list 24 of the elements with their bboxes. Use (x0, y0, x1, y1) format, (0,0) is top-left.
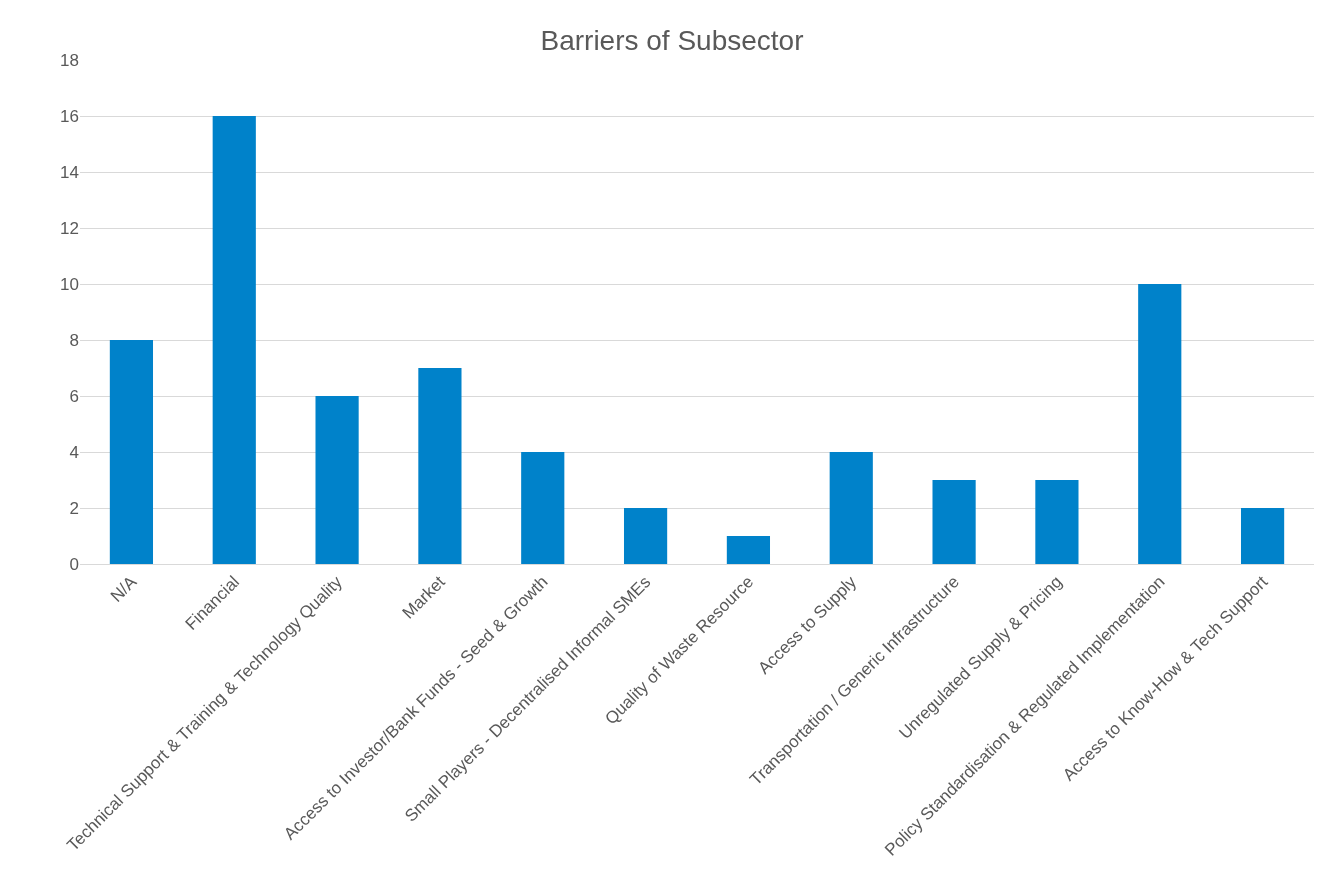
bar (1138, 284, 1182, 564)
y-tick-label: 18 (60, 50, 79, 70)
y-tick-label: 0 (69, 554, 79, 574)
y-tick-label: 8 (69, 330, 79, 350)
bar (932, 480, 976, 564)
y-tick-label: 14 (60, 162, 79, 182)
y-tick-label: 2 (69, 498, 79, 518)
y-tick-label: 4 (69, 442, 79, 462)
x-tick-label: N/A (106, 571, 141, 606)
bar (829, 452, 873, 564)
y-tick-label: 6 (69, 386, 79, 406)
bar (315, 396, 359, 564)
bar (1035, 480, 1079, 564)
bar (418, 368, 462, 564)
y-tick-label: 10 (60, 274, 79, 294)
y-tick-label: 16 (60, 106, 79, 126)
bar (521, 452, 565, 564)
bar (726, 536, 771, 564)
bar (109, 340, 154, 564)
bar (1240, 508, 1285, 564)
bar (212, 116, 256, 564)
y-tick-label: 12 (60, 218, 79, 238)
chart-title: Barriers of Subsector (540, 25, 804, 57)
bar (623, 508, 668, 564)
